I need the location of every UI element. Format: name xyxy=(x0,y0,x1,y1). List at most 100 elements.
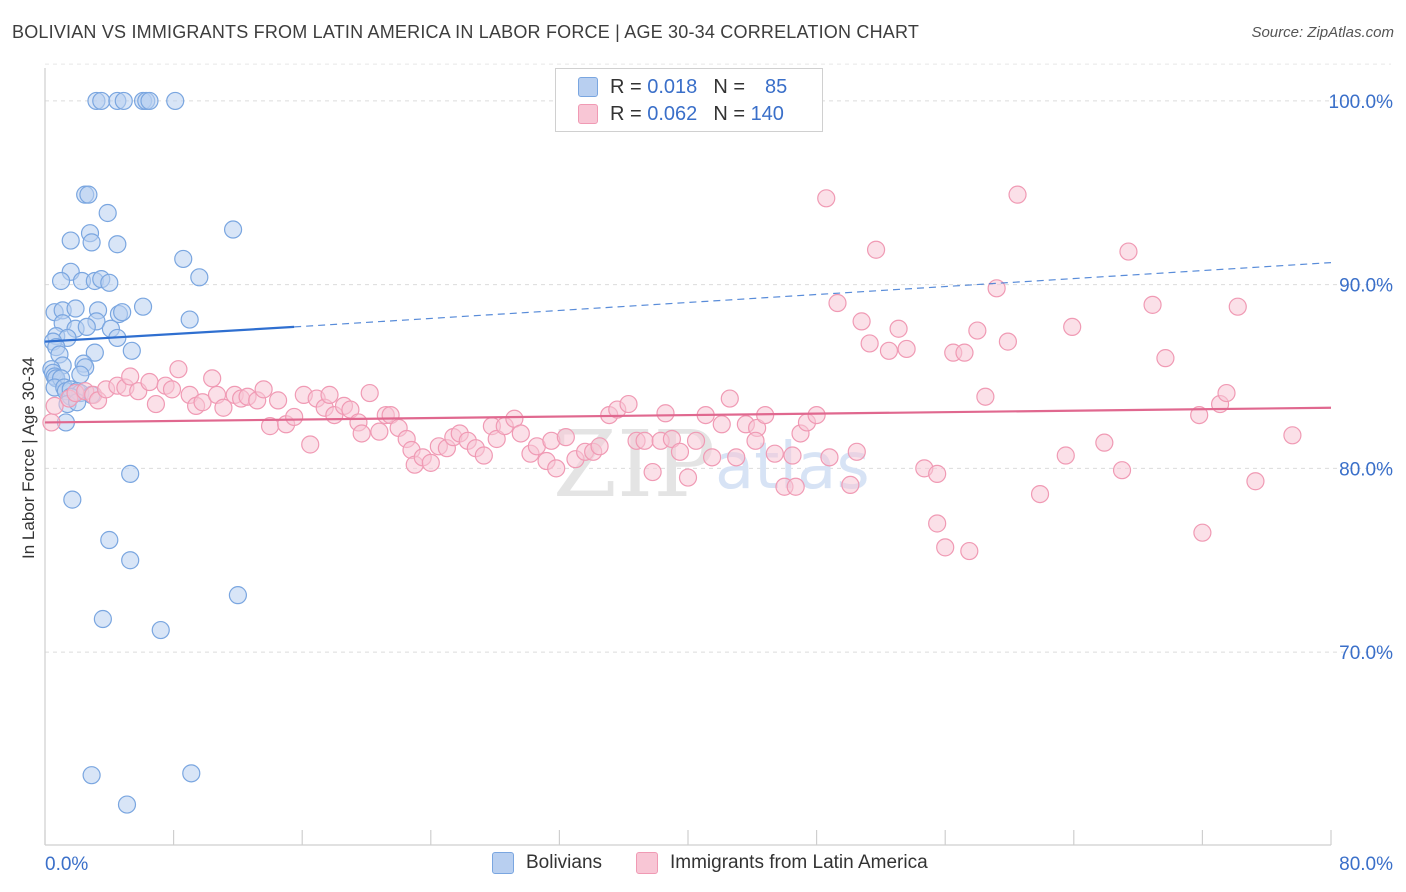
point-immigrants xyxy=(847,442,866,461)
point-immigrants xyxy=(1112,461,1132,480)
y-tick-label: 70.0% xyxy=(1339,643,1393,664)
legend-swatch-bolivians xyxy=(492,852,514,874)
point-immigrants xyxy=(852,312,871,331)
series-legend: Bolivians Immigrants from Latin America xyxy=(0,852,1406,878)
x-tick-label: 0.0% xyxy=(45,854,88,875)
point-immigrants xyxy=(860,334,879,353)
point-immigrants xyxy=(421,453,440,472)
trend-lines xyxy=(44,262,1332,424)
point-immigrants xyxy=(1246,472,1265,491)
point-bolivians xyxy=(93,609,112,629)
point-bolivians xyxy=(108,235,127,254)
stats-row-bolivians: R = 0.018 N = 85 xyxy=(578,75,796,99)
axes xyxy=(44,68,1332,846)
point-immigrants xyxy=(1030,484,1050,504)
point-immigrants xyxy=(998,332,1017,351)
point-immigrants xyxy=(193,393,212,412)
point-immigrants xyxy=(1008,185,1027,204)
point-immigrants xyxy=(656,404,675,423)
point-immigrants xyxy=(556,428,575,447)
point-bolivians xyxy=(180,310,199,329)
stats-legend: R = 0.018 N = 85 R = 0.062 N = 140 xyxy=(555,68,823,132)
point-bolivians xyxy=(190,268,209,287)
point-immigrants xyxy=(1095,433,1114,452)
point-immigrants xyxy=(817,189,836,208)
point-immigrants xyxy=(828,293,847,313)
point-bolivians xyxy=(133,297,153,316)
y-tick-label: 80.0% xyxy=(1339,459,1393,480)
point-bolivians xyxy=(121,464,140,483)
point-immigrants xyxy=(254,380,273,399)
point-bolivians xyxy=(113,303,132,322)
point-bolivians xyxy=(182,764,201,783)
point-bolivians xyxy=(85,343,104,362)
point-immigrants xyxy=(146,394,166,414)
stats-row-immigrants: R = 0.062 N = 140 xyxy=(578,102,784,126)
point-bolivians xyxy=(117,795,137,814)
y-axis-label: In Labor Force | Age 30-34 xyxy=(19,357,38,559)
tick-labels: 100.0% 90.0% 80.0% 70.0% 0.0% 80.0% xyxy=(45,92,1393,875)
point-immigrants xyxy=(320,385,339,404)
point-immigrants xyxy=(140,372,159,392)
point-bolivians xyxy=(121,551,140,570)
point-immigrants xyxy=(727,448,746,467)
point-immigrants xyxy=(678,468,698,487)
chart-title: BOLIVIAN VS IMMIGRANTS FROM LATIN AMERIC… xyxy=(12,22,920,42)
data-points xyxy=(42,91,1302,814)
point-bolivians xyxy=(100,273,119,292)
point-bolivians xyxy=(92,91,111,111)
n-value-bolivians: 85 xyxy=(765,75,788,98)
point-immigrants xyxy=(370,422,389,441)
n-label: N = xyxy=(713,102,745,125)
n-label: N = xyxy=(713,75,745,98)
point-immigrants xyxy=(820,448,839,467)
point-bolivians xyxy=(114,91,133,111)
point-immigrants xyxy=(889,319,908,338)
point-immigrants xyxy=(590,437,609,456)
point-immigrants xyxy=(960,541,979,561)
point-bolivians xyxy=(82,233,101,252)
point-immigrants xyxy=(686,431,706,450)
point-bolivians xyxy=(166,91,185,111)
point-immigrants xyxy=(635,431,654,450)
point-immigrants xyxy=(511,424,530,443)
grid-lines xyxy=(45,63,1391,653)
legend-label-bolivians: Bolivians xyxy=(526,852,603,873)
point-bolivians xyxy=(174,249,193,269)
n-value-immigrants: 140 xyxy=(750,102,784,125)
point-immigrants xyxy=(1156,349,1175,368)
point-bolivians xyxy=(82,766,101,785)
point-immigrants xyxy=(352,424,371,443)
point-immigrants xyxy=(169,360,188,379)
r-value-bolivians: 0.018 xyxy=(647,75,698,98)
point-immigrants xyxy=(487,429,506,449)
point-bolivians xyxy=(223,220,243,239)
trend-immigrants-solid xyxy=(44,406,1332,424)
source-label: Source: ZipAtlas.com xyxy=(1251,24,1394,41)
point-immigrants xyxy=(301,435,320,454)
point-immigrants xyxy=(162,380,182,399)
point-immigrants xyxy=(1283,426,1302,445)
point-immigrants xyxy=(746,431,765,450)
r-label: R = xyxy=(610,75,642,98)
point-bolivians xyxy=(100,530,119,550)
point-immigrants xyxy=(619,394,638,414)
legend-item-bolivians[interactable]: Bolivians xyxy=(492,852,602,874)
point-immigrants xyxy=(203,369,222,388)
point-immigrants xyxy=(1217,383,1236,403)
point-immigrants xyxy=(1228,297,1247,316)
point-immigrants xyxy=(360,383,379,403)
point-immigrants xyxy=(841,475,860,495)
point-bolivians xyxy=(228,586,247,605)
point-immigrants xyxy=(765,444,784,463)
point-immigrants xyxy=(703,448,722,467)
point-immigrants xyxy=(1063,317,1082,337)
point-immigrants xyxy=(936,538,955,557)
point-immigrants xyxy=(268,391,288,410)
legend-item-immigrants[interactable]: Immigrants from Latin America xyxy=(636,852,928,874)
point-immigrants xyxy=(786,477,805,496)
point-immigrants xyxy=(783,446,802,465)
y-tick-label: 90.0% xyxy=(1339,276,1393,297)
point-immigrants xyxy=(285,407,304,427)
point-bolivians xyxy=(71,365,90,384)
